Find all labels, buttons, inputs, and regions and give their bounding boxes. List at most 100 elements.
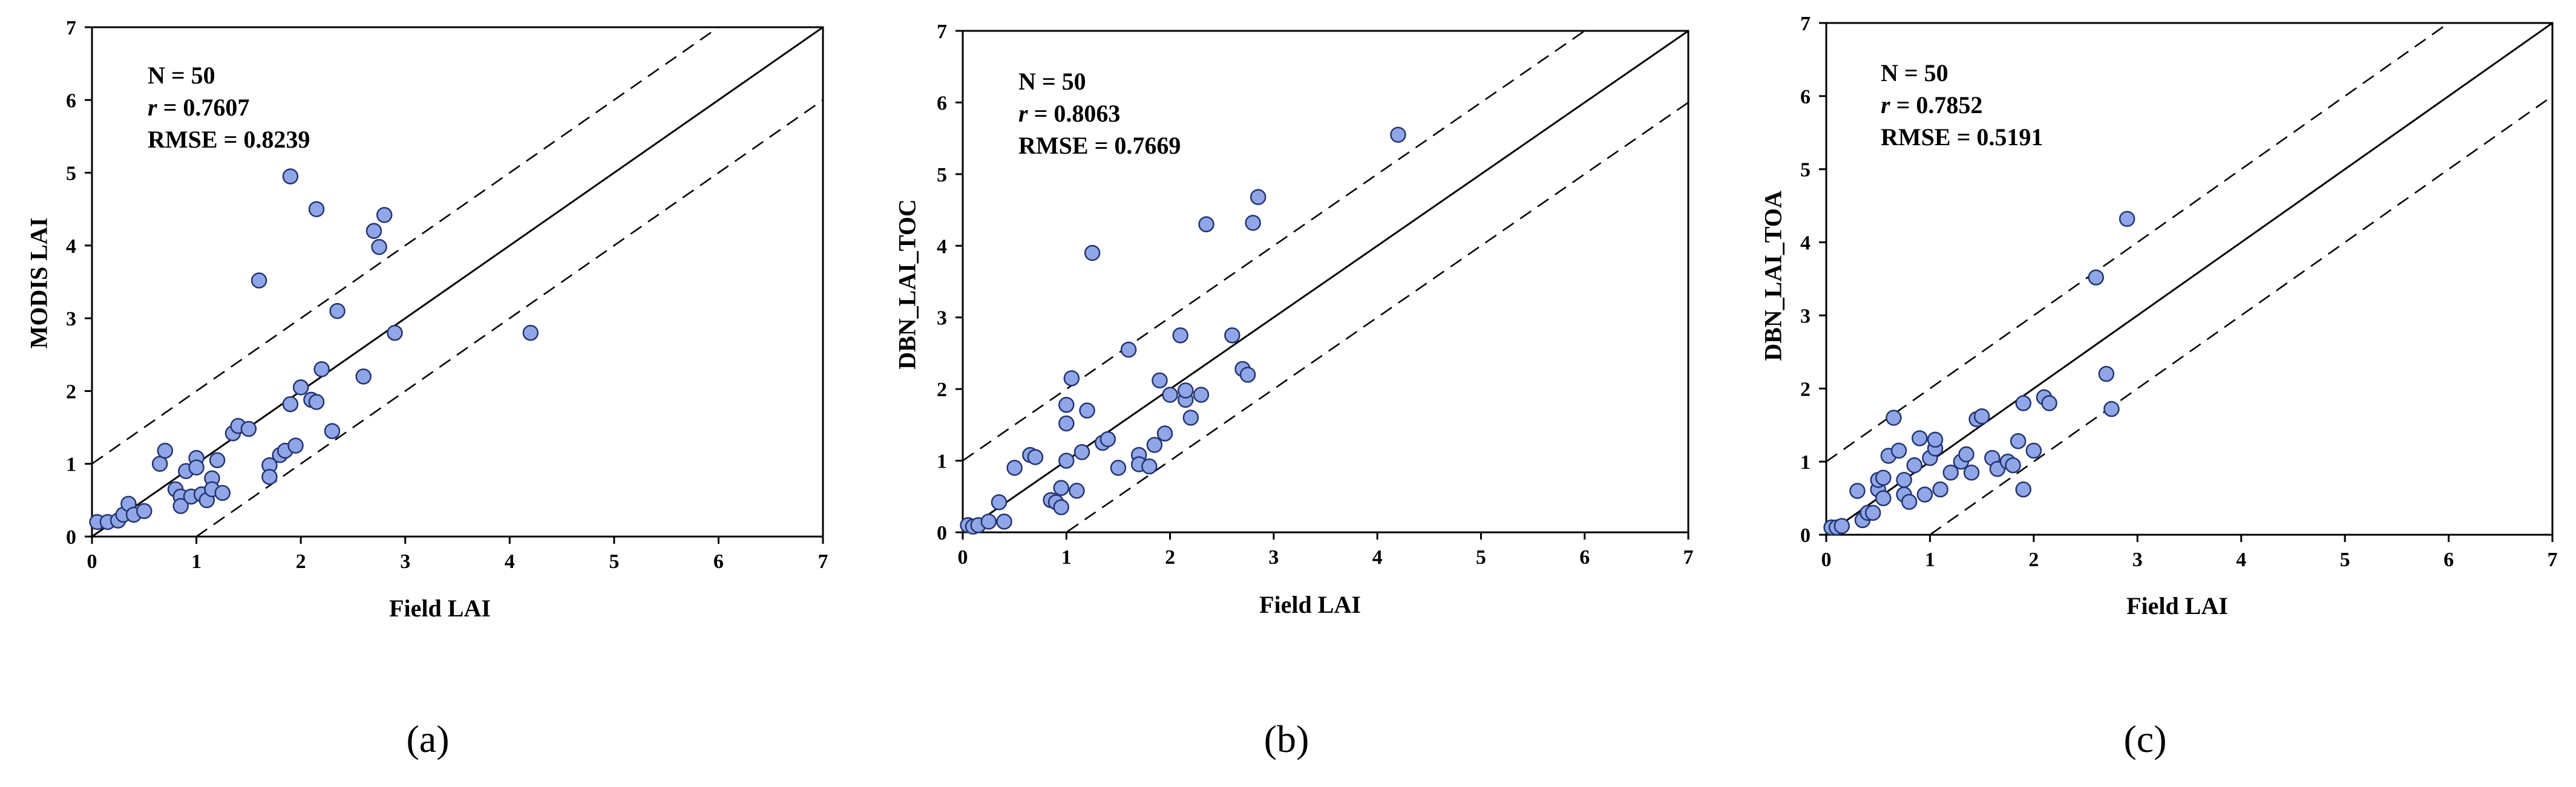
chart-panel-b: 0 1 2 3 4 5 6 7 0 1 2 3 4 5 6 7 N = 50 r = 0.8063 RMSE … [859, 0, 1717, 787]
data-point [387, 324, 403, 341]
data-point [1927, 431, 1944, 448]
rmse-label: RMSE = 0.5191 [1881, 123, 2043, 151]
y-tick-label: 6 [66, 90, 76, 112]
r-value: = 0.7607 [157, 94, 250, 121]
x-tick-label: 2 [296, 550, 306, 573]
plot-frame [962, 30, 1689, 534]
data-point [1973, 408, 1990, 425]
x-tick-label: 7 [1683, 546, 1694, 569]
r-value: = 0.7852 [1890, 91, 1983, 119]
n-label: N = 50 [148, 62, 215, 89]
x-tick-label: 3 [2132, 549, 2143, 571]
one-to-one-line [92, 27, 823, 537]
y-tick-label: 6 [1800, 86, 1811, 108]
data-point [1100, 431, 1116, 448]
y-tick-label: 7 [66, 17, 76, 39]
data-point [1886, 410, 1902, 426]
data-point [2098, 365, 2115, 382]
data-point [1245, 215, 1261, 231]
y-tick-label: 0 [937, 522, 947, 544]
data-point [1172, 327, 1188, 344]
data-point [2041, 395, 2057, 411]
x-tick-label: 6 [1579, 546, 1590, 569]
chart-panel-a: 0 1 2 3 4 5 6 7 0 1 2 3 4 5 6 7 N = 50 r = 0.7607 RMSE … [0, 0, 859, 787]
dashed-bound-line [1064, 102, 1688, 532]
y-tick-label: 4 [937, 235, 947, 258]
data-point [355, 368, 372, 385]
dashed-bound-line [195, 99, 823, 537]
scatter-plot-b: 0 1 2 3 4 5 6 7 0 1 2 3 4 5 6 7 [937, 21, 1694, 569]
r-label: r = 0.8063 [1018, 97, 1181, 129]
data-point [1084, 244, 1101, 261]
x-tick-label: 1 [1925, 549, 1935, 571]
r-label: r = 0.7607 [148, 91, 310, 123]
x-tick-label: 3 [1268, 546, 1279, 569]
y-tick-label: 2 [66, 380, 76, 403]
data-point [1053, 480, 1069, 496]
x-tick-label: 4 [2236, 549, 2246, 571]
rmse-label: RMSE = 0.7669 [1018, 132, 1181, 159]
y-tick-label: 2 [1800, 378, 1811, 400]
data-point [329, 302, 346, 319]
data-point [1178, 382, 1194, 399]
x-tick-label: 7 [2548, 549, 2558, 571]
r-symbol: r [148, 94, 157, 121]
scatter-plot-a: 0 1 2 3 4 5 6 7 0 1 2 3 4 5 6 7 [66, 17, 828, 573]
chart-panel-c: 0 1 2 3 4 5 6 7 0 1 2 3 4 5 6 7 N = 50 r = 0.7852 RMSE … [1717, 0, 2576, 787]
data-point [240, 420, 257, 437]
y-tick-label: 4 [1800, 232, 1811, 255]
x-tick-label: 6 [713, 550, 724, 573]
data-point [261, 469, 278, 485]
data-point [365, 223, 382, 240]
data-point [1875, 490, 1892, 506]
one-to-one-line [1826, 23, 2552, 535]
data-point [287, 437, 304, 454]
data-point [1069, 483, 1085, 499]
x-axis-label: Field LAI [1259, 591, 1361, 618]
y-tick-label: 1 [1800, 451, 1811, 474]
data-point [2025, 442, 2042, 459]
data-point [1916, 486, 1933, 503]
data-point [1875, 469, 1892, 486]
x-tick-label: 0 [958, 546, 968, 569]
plot-frame [1825, 22, 2554, 536]
y-tick-label: 0 [66, 526, 76, 549]
x-axis-label: Field LAI [389, 595, 491, 622]
panel-caption: (b) [1263, 717, 1309, 760]
y-axis-label: DBN_LAI_TOA [1759, 191, 1787, 361]
y-tick-label: 5 [1800, 159, 1811, 181]
data-point [1906, 457, 1922, 474]
data-point [157, 442, 174, 459]
data-point [282, 396, 299, 413]
data-point [1053, 499, 1069, 515]
scatter-plot-c: 0 1 2 3 4 5 6 7 0 1 2 3 4 5 6 7 [1800, 13, 2558, 571]
y-axis-label: DBN_LAI_TOC [893, 199, 921, 370]
data-point [151, 456, 168, 472]
data-point [2015, 395, 2031, 411]
data-point [1896, 472, 1912, 488]
data-point [1193, 387, 1210, 403]
x-tick-label: 6 [2443, 549, 2454, 571]
data-point [1058, 452, 1075, 469]
data-point [1864, 505, 1881, 521]
data-point [2088, 269, 2104, 286]
stats-box: N = 50 r = 0.8063 RMSE = 0.7669 [1018, 65, 1181, 162]
x-axis-label: Field LAI [2126, 592, 2228, 619]
data-point [1027, 449, 1044, 465]
data-point [2010, 433, 2027, 449]
y-tick-label: 1 [937, 451, 947, 473]
x-tick-label: 5 [609, 550, 619, 573]
data-point [308, 394, 325, 410]
data-point [1073, 444, 1090, 460]
n-label: N = 50 [1881, 59, 1948, 87]
data-point [1152, 372, 1168, 389]
x-tick-label: 5 [1476, 546, 1486, 569]
data-point [1006, 460, 1023, 476]
data-point [292, 379, 309, 396]
data-point [1958, 446, 1975, 463]
data-point [1198, 216, 1214, 233]
y-tick-label: 1 [66, 454, 76, 476]
data-point [1963, 465, 1980, 481]
data-point [1834, 518, 1850, 534]
data-point [1141, 458, 1158, 475]
